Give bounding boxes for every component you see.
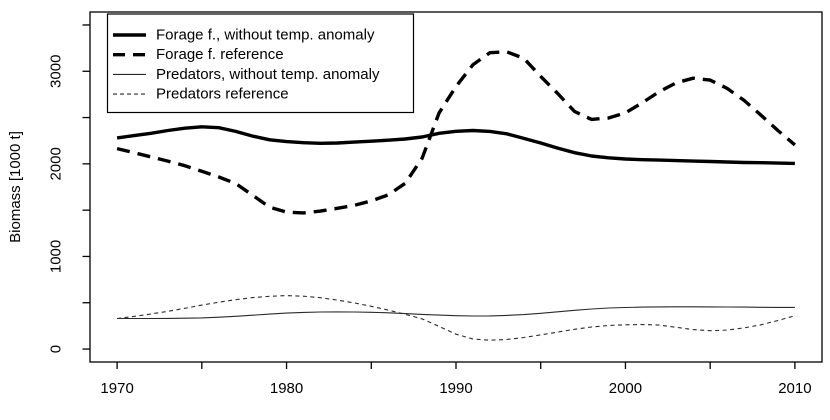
plot-border xyxy=(89,11,823,363)
y-axis-tick-label: 0 xyxy=(48,345,65,353)
x-axis-tick-label: 1970 xyxy=(100,380,133,397)
series-line xyxy=(116,50,796,215)
legend-label: Predators reference xyxy=(156,86,289,103)
series-lines xyxy=(116,50,796,341)
x-axis-tick-label: 2000 xyxy=(609,380,642,397)
series-line xyxy=(117,306,795,320)
legend-label: Forage f. reference xyxy=(156,46,284,63)
legend-border xyxy=(106,13,415,114)
legend-label: Forage f., without temp. anomaly xyxy=(156,27,375,44)
legend-label: Predators, without temp. anomaly xyxy=(156,66,380,83)
x-axis-tick-label: 1990 xyxy=(439,380,472,397)
series-line xyxy=(117,295,796,341)
y-axis-tick-label: 2000 xyxy=(48,147,65,180)
x-axis-tick-label: 1980 xyxy=(270,380,303,397)
y-axis-tick-label: 3000 xyxy=(48,55,65,88)
legend-box: Forage f., without temp. anomaly Forage f… xyxy=(106,13,415,114)
x-axis-tick-label: 2010 xyxy=(778,380,811,397)
axis-tick-labels: 1970 1980 1990 2000 2010 0 1000 2000 3000 xyxy=(48,55,812,397)
y-axis-tick-label: 1000 xyxy=(48,240,65,273)
y-axis-title: Biomass [1000 t] xyxy=(7,131,24,243)
axis-ticks xyxy=(82,24,796,369)
series-line xyxy=(116,125,795,166)
